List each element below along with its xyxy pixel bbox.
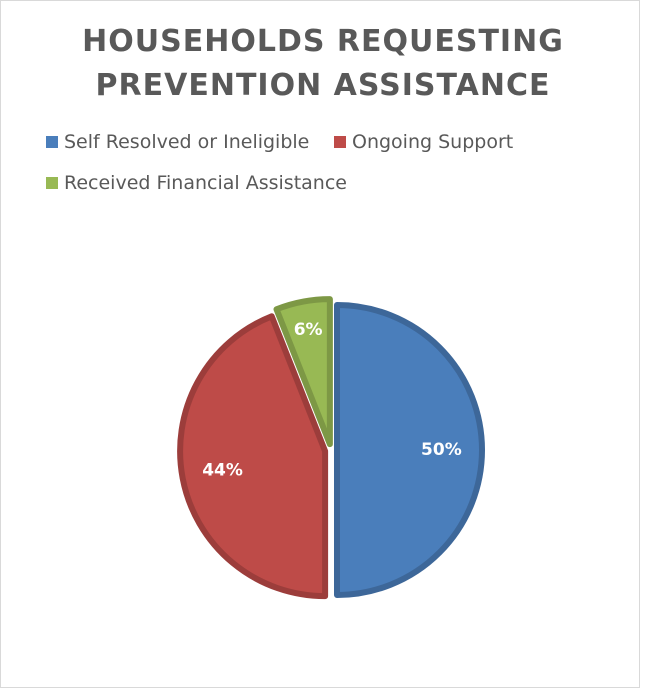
chart-title-line-2: PREVENTION ASSISTANCE <box>95 68 551 103</box>
pie-slice-ongoing-support <box>177 313 329 600</box>
pie-slice-received-financial-assistance <box>273 296 333 448</box>
legend-item-self-resolved: Self Resolved or Ineligible <box>46 131 309 153</box>
data-label-self-resolved-or-ineligible: 50% <box>421 440 462 460</box>
pie-slice-self-resolved-or-ineligible <box>334 302 485 598</box>
legend-swatch-self-resolved <box>46 136 58 148</box>
chart-title: HOUSEHOLDS REQUESTING PREVENTION ASSISTA… <box>0 20 646 108</box>
legend-item-financial-assistance: Received Financial Assistance <box>46 172 347 194</box>
legend-label-ongoing-support: Ongoing Support <box>352 131 514 153</box>
legend-label-financial-assistance: Received Financial Assistance <box>64 172 347 194</box>
data-label-received-financial-assistance: 6% <box>294 320 323 340</box>
pie-data-labels: 50% 44% 6% <box>202 320 462 481</box>
legend-swatch-ongoing-support <box>334 136 346 148</box>
legend-item-ongoing-support: Ongoing Support <box>334 131 513 153</box>
data-label-ongoing-support: 44% <box>202 461 243 481</box>
pie-slices <box>177 296 485 600</box>
legend-label-self-resolved: Self Resolved or Ineligible <box>64 131 310 153</box>
chart-title-line-1: HOUSEHOLDS REQUESTING <box>82 24 564 59</box>
legend-swatch-financial-assistance <box>46 177 58 189</box>
chart-legend: Self Resolved or Ineligible Ongoing Supp… <box>0 0 646 200</box>
